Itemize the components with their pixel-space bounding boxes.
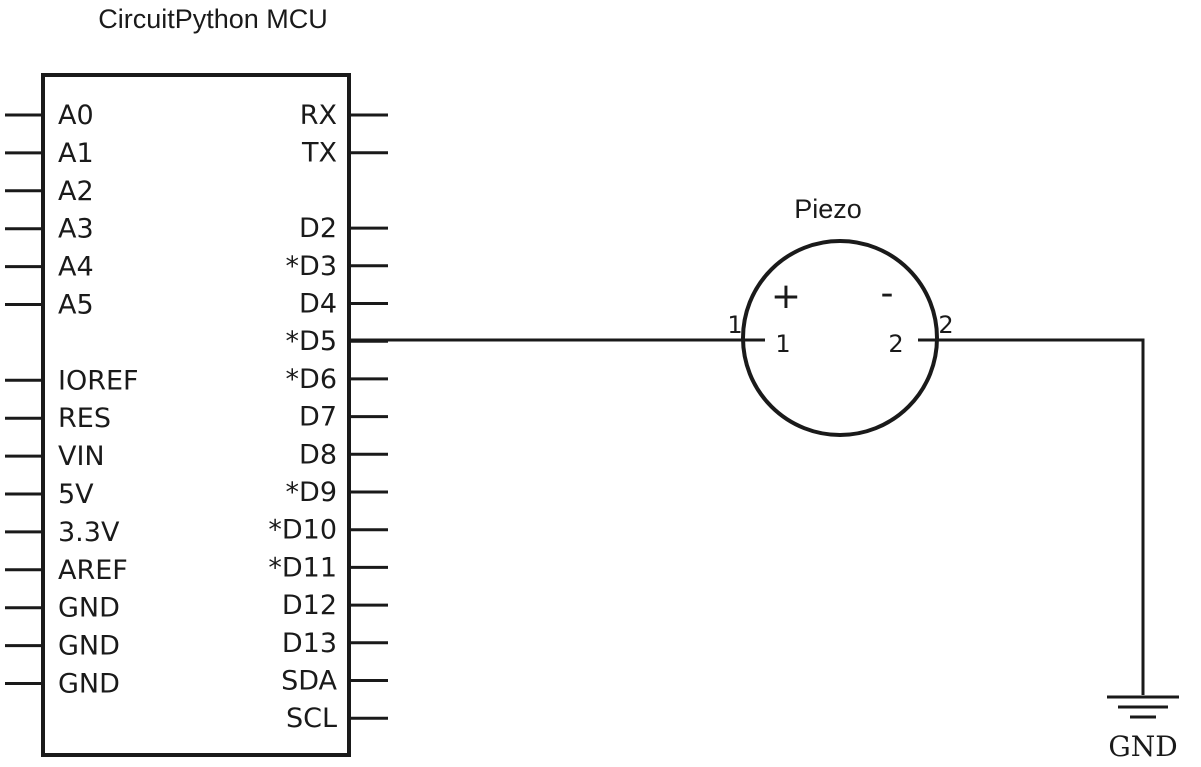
mcu-component: CircuitPython MCU A0 A1 A2 A3 A4 A5 IOREF RES VI… [5,4,388,757]
piezo-pin1-inner-label: 1 [775,330,790,358]
mcu-body [41,73,351,757]
pin-label-d13: D13 [282,628,337,659]
pin-label-d11: *D11 [268,552,337,583]
pin-label-d8: D8 [299,439,337,470]
mcu-left-pins: A0 A1 A2 A3 A4 A5 IOREF RES VIN 5V 3.3V AREF GND GND G… [5,100,139,700]
pin-label-3-3v-11: 3.3V [58,517,120,548]
pin-label-ioref-7: IOREF [58,365,139,396]
pin-label-gnd-13: GND [58,593,120,624]
pin-label-a3-3: A3 [58,214,94,245]
wire-piezo-to-gnd [918,338,1145,695]
pin-label-d5: *D5 [286,326,337,357]
pin-label-a4-4: A4 [58,252,94,283]
pin-label-res-8: RES [58,403,111,434]
pin-label-tx: TX [301,138,337,169]
pin-label-rx: RX [300,100,337,131]
pin-label-5v-10: 5V [58,479,94,510]
pin-label-d7: D7 [299,402,337,433]
piezo-minus-sign: - [881,273,894,314]
ground-label: GND [1108,730,1177,763]
pin-label-gnd-15: GND [58,669,120,700]
pin-label-a2-2: A2 [58,176,94,207]
pin-label-scl: SCL [286,703,337,734]
pin-label-aref-12: AREF [58,555,128,586]
pin-label-d9: *D9 [286,477,337,508]
piezo-plus-sign: + [771,276,801,317]
pin-label-d6: *D6 [286,364,337,395]
pin-label-d2: D2 [299,213,337,244]
piezo-component: Piezo + - 1 1 2 2 [727,194,954,437]
pin-label-a5-5: A5 [58,290,94,321]
pin-label-d12: D12 [282,590,337,621]
pin-label-d10: *D10 [268,515,337,546]
piezo-pin2-outer-label: 2 [938,311,953,339]
ground-symbol: GND [1107,695,1179,763]
pin-label-d3: *D3 [286,251,337,282]
pin-label-sda: SDA [281,666,337,697]
pin-label-d4: D4 [299,289,337,320]
piezo-pin1-outer-label: 1 [727,311,742,339]
piezo-pin2-inner-label: 2 [888,330,903,358]
mcu-right-pins: RX TX D2 *D3 D4 *D5 *D6 D7 D8 *D9 *D10 *D11 D12 D13 SD… [268,100,388,734]
mcu-title: CircuitPython MCU [98,4,328,34]
pin-label-a1-1: A1 [58,138,94,169]
pin-label-vin-9: VIN [58,441,105,472]
piezo-title: Piezo [794,194,862,224]
pin-label-gnd-14: GND [58,631,120,662]
pin-label-a0-0: A0 [58,100,94,131]
piezo-body [741,239,939,437]
